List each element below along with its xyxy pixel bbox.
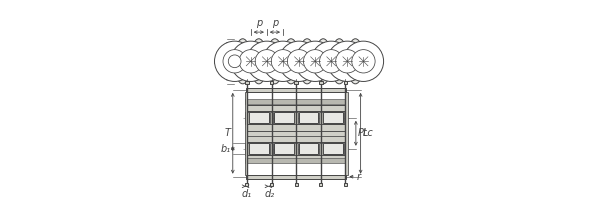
Bar [245,99,347,104]
Ellipse shape [234,39,251,84]
Bar [245,183,248,186]
Circle shape [247,41,287,81]
Bar [295,183,298,186]
Bar [247,105,346,111]
Circle shape [255,50,278,73]
Circle shape [229,55,241,68]
Bar [247,155,346,162]
Circle shape [279,41,319,81]
Circle shape [215,41,255,81]
Bar [245,112,248,124]
Ellipse shape [251,45,267,77]
Text: Pt: Pt [358,128,368,138]
Bar [270,112,274,124]
Bar [245,92,247,175]
Circle shape [335,50,359,73]
Text: h2: h2 [214,57,225,66]
Bar [319,112,323,124]
Bar [299,143,319,154]
Circle shape [304,50,327,73]
Bar [295,143,298,155]
Ellipse shape [331,39,348,84]
Circle shape [343,41,383,81]
Circle shape [239,50,262,73]
Bar [346,92,348,175]
Bar [246,175,346,179]
Circle shape [320,50,343,73]
Bar [245,143,248,155]
Text: p: p [256,18,262,28]
Ellipse shape [299,39,316,84]
Bar [344,81,347,84]
Circle shape [230,41,271,81]
Text: d₂: d₂ [265,189,275,199]
Bar [245,81,249,84]
Bar [295,81,298,84]
Ellipse shape [315,39,332,84]
Text: d₁: d₁ [242,189,252,199]
Text: r: r [357,172,361,182]
Bar [274,143,294,154]
Bar [323,112,343,123]
Text: T: T [224,128,230,138]
Circle shape [223,50,247,73]
Bar [245,158,347,163]
Ellipse shape [266,39,283,84]
Ellipse shape [315,45,331,77]
Ellipse shape [267,45,283,77]
Bar [247,131,346,136]
Bar [270,143,274,155]
Bar [274,112,294,123]
Bar [344,143,347,155]
Bar [344,183,347,186]
Bar [295,112,298,124]
Bar [319,183,322,186]
Ellipse shape [283,45,299,77]
Circle shape [287,50,311,73]
Text: Lc: Lc [363,128,374,138]
Bar [270,183,273,186]
Ellipse shape [331,45,347,77]
Circle shape [271,50,295,73]
Ellipse shape [299,45,315,77]
Circle shape [311,41,352,81]
Ellipse shape [250,39,267,84]
Bar [246,88,346,92]
Bar [250,112,269,123]
Ellipse shape [283,39,299,84]
Bar [323,143,343,154]
Ellipse shape [347,39,364,84]
Bar [319,143,323,155]
Bar [344,112,347,124]
Circle shape [327,41,367,81]
Bar [319,81,323,84]
Circle shape [263,41,303,81]
Bar [269,81,274,84]
Text: b₁: b₁ [220,144,230,154]
Bar [247,124,346,131]
Bar [299,112,319,123]
Bar [247,135,346,142]
Text: p: p [272,18,278,28]
Bar [250,143,269,154]
Circle shape [352,50,375,73]
Circle shape [295,41,335,81]
